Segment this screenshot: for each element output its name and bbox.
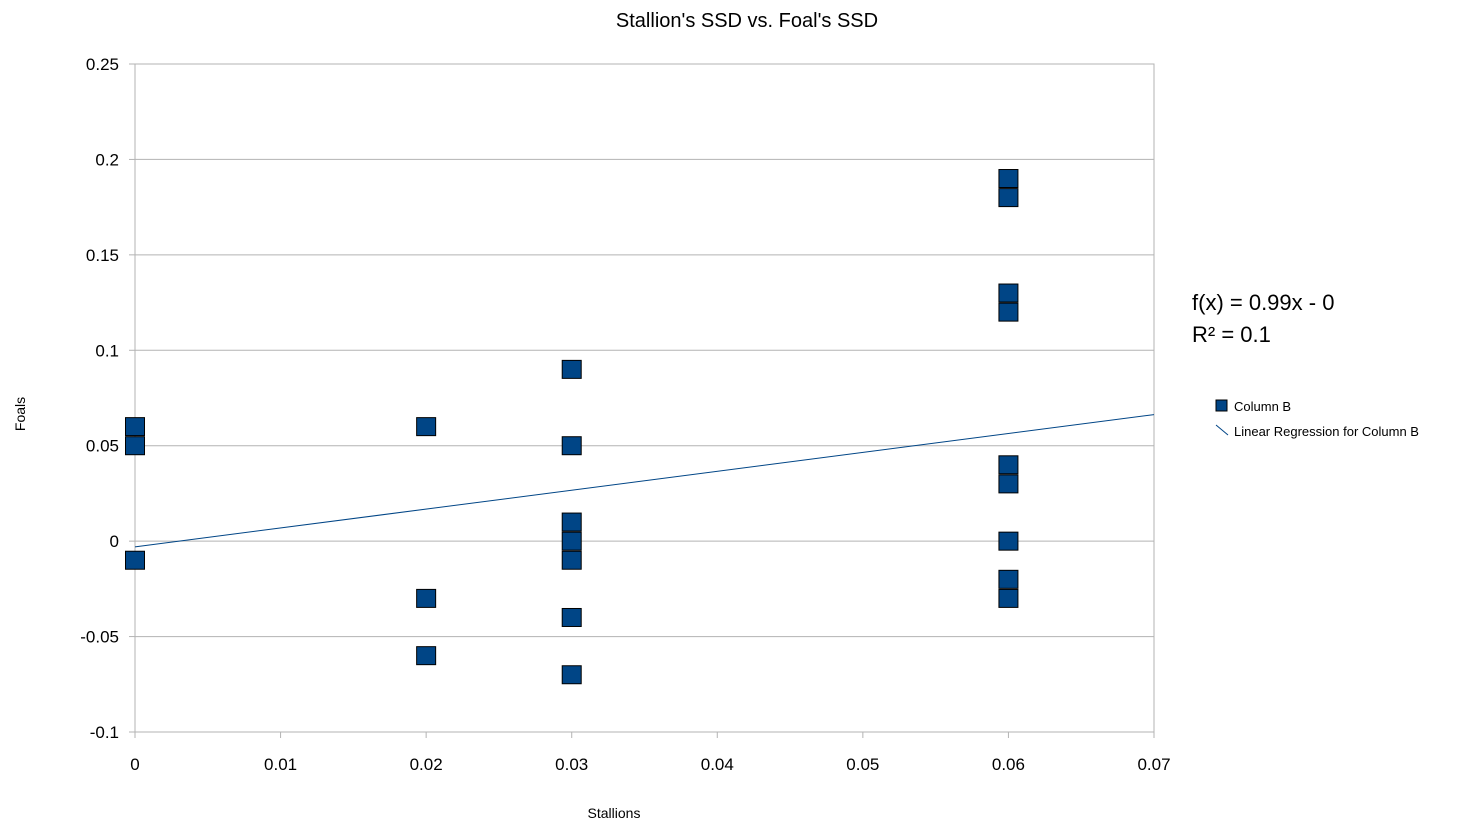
y-tick-label: 0.15 — [86, 246, 119, 265]
data-point — [998, 169, 1019, 189]
x-tick-label: 0.01 — [264, 755, 297, 774]
x-tick-label: 0.04 — [701, 755, 734, 774]
legend-trendline-label: Linear Regression for Column B — [1234, 424, 1419, 439]
data-point — [998, 302, 1019, 322]
data-point — [416, 588, 437, 608]
y-tick-label: 0.2 — [95, 150, 119, 169]
legend-trendline-icon — [1215, 424, 1229, 436]
plot-area-frame — [134, 63, 1155, 733]
y-tick-label: -0.1 — [90, 723, 119, 742]
trend-equation: f(x) = 0.99x - 0 — [1192, 290, 1334, 315]
data-point — [998, 283, 1019, 303]
x-tick-label: 0 — [130, 755, 139, 774]
x-tick-label: 0.07 — [1137, 755, 1170, 774]
y-tick-label: -0.05 — [80, 628, 119, 647]
data-point — [561, 359, 582, 379]
data-point — [416, 646, 437, 666]
x-tick-label: 0.03 — [555, 755, 588, 774]
gridlines — [135, 63, 1154, 733]
y-tick-label: 0.25 — [86, 55, 119, 74]
data-point — [561, 665, 582, 685]
data-point — [998, 474, 1019, 494]
data-point — [998, 531, 1019, 551]
data-point — [998, 588, 1019, 608]
data-point — [561, 607, 582, 627]
y-tick-label: 0 — [110, 532, 119, 551]
data-point — [561, 512, 582, 532]
legend: Column B Linear Regression for Column B — [1215, 399, 1419, 439]
x-tick-label: 0.02 — [410, 755, 443, 774]
chart-title: Stallion's SSD vs. Foal's SSD — [616, 10, 878, 32]
data-point — [561, 550, 582, 570]
trendline-layer — [134, 414, 1155, 548]
legend-series-label: Column B — [1234, 399, 1291, 414]
data-point — [561, 436, 582, 456]
trendline — [134, 414, 1155, 548]
y-tick-label: 0.1 — [95, 341, 119, 360]
x-tick-label: 0.06 — [992, 755, 1025, 774]
data-point — [416, 417, 437, 437]
data-point — [998, 188, 1019, 208]
data-point — [561, 531, 582, 551]
data-point — [998, 569, 1019, 589]
x-axis-title: Stallions — [588, 805, 641, 821]
y-axis-title: Foals — [12, 397, 28, 431]
data-point — [125, 436, 145, 456]
trend-r-squared: R² = 0.1 — [1192, 322, 1271, 347]
data-point — [125, 417, 145, 437]
x-tick-label: 0.05 — [846, 755, 879, 774]
data-point — [125, 550, 145, 570]
legend-marker-square-icon — [1215, 399, 1228, 412]
data-points — [125, 169, 1019, 685]
data-point — [998, 455, 1019, 475]
axis-ticks: -0.1 -0.05 0 0.05 0.1 0.15 0.2 0.25 0 0.01 0.02 0.0… — [80, 55, 1170, 774]
y-tick-label: 0.05 — [86, 437, 119, 456]
